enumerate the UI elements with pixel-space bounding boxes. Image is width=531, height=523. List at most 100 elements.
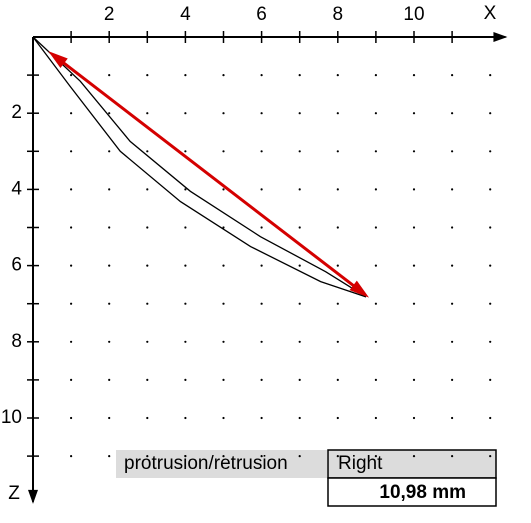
grid-dot [70,416,73,420]
grid-dot [146,188,149,191]
grid-dot [298,264,301,267]
grid-dot [108,74,111,77]
grid-dot [412,226,416,229]
grid-dot [108,302,111,305]
grid-dot [222,455,225,458]
trace [32,36,367,298]
grid-dot [70,150,73,153]
grid-dot [451,302,454,305]
grid-dot [184,264,187,267]
grid-dot [336,74,339,77]
grid-dot [184,378,187,381]
grid-dot [489,302,492,305]
x-tick-label: 4 [180,4,191,25]
annotation: protrusion/retrusion [124,453,288,474]
grid-dot [374,188,377,191]
grid-dot [412,112,416,115]
grid-dot [70,302,73,305]
x-tick-label: 10 [403,4,424,25]
grid-dot [451,112,454,115]
label-background [116,450,327,478]
grid-dot [412,302,416,305]
grid-dot [298,416,301,420]
grid-dot [146,340,149,343]
y-tick-label: 6 [11,255,22,276]
trace [32,36,367,298]
grid-dot [222,74,225,77]
annotation: 10,98 mm [379,482,466,503]
grid-dot [146,264,149,267]
grid-dot [451,188,454,191]
grid-dot [222,226,225,229]
grid-dot [108,226,111,229]
grid-dot [108,340,111,343]
grid-dot [184,150,187,153]
grid-dot [146,378,149,381]
grid-dot [146,455,149,458]
arrow-head [48,51,68,69]
grid-dot [108,264,111,267]
grid-dot [489,455,492,458]
side-box [327,449,497,479]
grid-dot [374,74,377,77]
grid-dot [260,112,263,115]
grid-dot [298,340,301,343]
grid-dot [184,112,187,115]
grid-dot [298,150,301,153]
grid-dot [146,226,149,229]
distance-arrow [59,59,359,290]
grid-dot [222,302,225,305]
grid-dot [489,74,492,77]
grid-dot [374,455,377,458]
grid-dot [222,264,225,267]
grid-dot [374,416,377,420]
grid-dot [260,455,263,458]
grid-dot [260,416,263,420]
grid-dot [298,378,301,381]
grid-dot [222,150,225,153]
grid-dot [108,416,111,420]
grid-dot [222,112,225,115]
grid-dot [374,226,377,229]
grid-dot [298,74,301,77]
grid-dot [222,416,225,420]
grid-dot [412,455,416,458]
grid-dot [489,378,492,381]
grid-dot [336,150,339,153]
grid-dot [451,378,454,381]
grid-dot [374,264,377,267]
grid-dot [336,455,339,458]
x-tick-label: 2 [104,4,115,25]
annotation: Right [338,453,383,474]
grid-dot [70,188,73,191]
grid-dot [222,188,225,191]
grid-dot [489,112,492,115]
grid-dot [108,188,111,191]
grid-dot [298,112,301,115]
y-tick-label: 8 [11,331,22,352]
grid-dot [374,378,377,381]
grid-dot [489,150,492,153]
x-tick-label: 8 [333,4,344,25]
grid-dot [374,150,377,153]
grid-dot [412,378,416,381]
grid-dot [298,188,301,191]
grid-dot [260,264,263,267]
grid-dot [489,188,492,191]
grid-dot [146,74,149,77]
grid-dot [108,150,111,153]
grid-dot [451,226,454,229]
value-box [327,477,497,507]
grid-dot [489,416,492,420]
grid-dot [260,378,263,381]
grid-dot [298,455,301,458]
y-tick-label: 10 [1,407,22,428]
grid-dot [146,150,149,153]
y-tick-label: 4 [11,178,22,199]
grid-dot [108,378,111,381]
grid-dot [451,455,454,458]
grid-dot [412,74,416,77]
grid-dot [451,150,454,153]
grid-dot [451,416,454,420]
